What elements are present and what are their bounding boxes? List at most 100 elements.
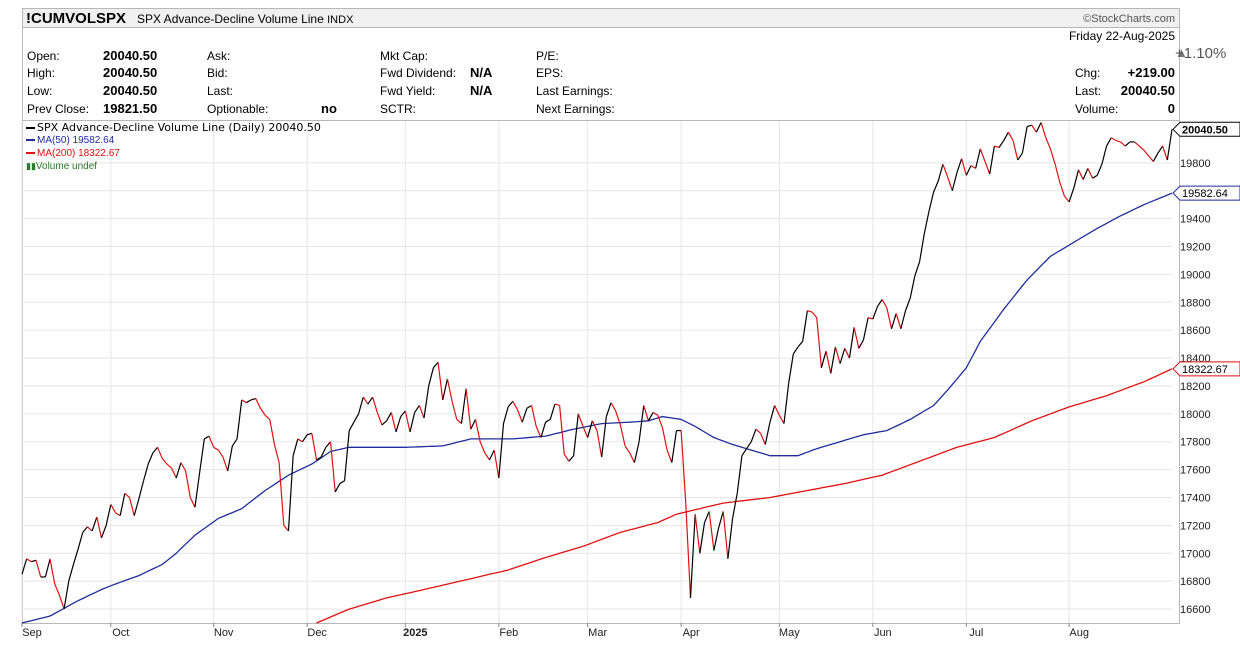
price-segment: [488, 449, 495, 461]
high-label: High:: [27, 66, 56, 80]
price-segment: [175, 462, 182, 479]
price-segment: [306, 432, 313, 436]
price-segment: [222, 456, 229, 472]
chg-value: +219.00: [1127, 65, 1175, 80]
price-segment: [647, 412, 654, 422]
price-segment: [269, 419, 276, 445]
price-segment: [797, 340, 804, 348]
price-segment: [1012, 140, 1019, 161]
y-tick-label: 17800: [1180, 437, 1211, 449]
price-segment: [947, 176, 953, 191]
price-segment: [895, 313, 902, 329]
price-segment: [133, 498, 140, 516]
price-segment: [540, 422, 547, 438]
fwd-yield-label: Fwd Yield:: [380, 84, 436, 98]
price-segment: [867, 317, 873, 320]
x-tick-label: Feb: [499, 627, 518, 639]
price-segment: [204, 435, 210, 440]
price-segment: [619, 424, 626, 447]
price-segment: [839, 348, 846, 364]
chg-label: Chg:: [1075, 66, 1101, 80]
price-segment: [853, 327, 860, 349]
price-segment: [35, 560, 42, 578]
ma50-value-tag-text: 19582.64: [1182, 188, 1228, 200]
price-segment: [157, 447, 163, 459]
high-value: 20040.50: [103, 65, 158, 80]
x-tick-label: Sep: [22, 627, 42, 639]
price-value-tag-box: [1172, 121, 1240, 137]
price-segment: [783, 383, 790, 424]
x-tick-label: 2025: [403, 627, 427, 639]
price-segment: [788, 353, 794, 384]
price-segment: [465, 388, 472, 430]
legend-volume: ▮▮Volume undef: [26, 160, 321, 173]
price-segment: [1101, 145, 1108, 165]
price-segment: [918, 233, 925, 262]
price-segment: [769, 405, 776, 423]
price-segment: [82, 526, 88, 533]
price-segment: [339, 480, 345, 485]
price-segment: [890, 313, 897, 329]
price-segment: [568, 455, 575, 462]
low-value: 20040.50: [103, 83, 158, 98]
price-segment: [297, 438, 303, 443]
ma50-value-tag-box: [1172, 185, 1240, 201]
price-segment: [633, 441, 640, 463]
x-tick-label: May: [779, 627, 800, 639]
legend-ma50-text: MA(50) 19582.64: [37, 135, 115, 146]
title-bar: !CUMVOLSPX SPX Advance-Decline Volume Li…: [22, 8, 1180, 28]
last-earnings-label: Last Earnings:: [536, 84, 613, 98]
price-segment: [652, 411, 659, 416]
price-segment: [171, 467, 177, 479]
legend-main: SPX Advance-Decline Volume Line (Daily) …: [26, 122, 321, 134]
price-segment: [404, 410, 411, 433]
price-segment: [343, 430, 350, 481]
price-segment: [428, 367, 434, 387]
price-segment: [717, 511, 724, 529]
price-segment: [246, 399, 252, 404]
price-segment: [1040, 122, 1047, 138]
up-triangle-icon: ▲: [1175, 45, 1188, 60]
legend-volume-text: Volume undef: [35, 161, 98, 172]
price-segment: [923, 211, 930, 235]
volume-value: 0: [1167, 101, 1175, 116]
price-segment: [68, 564, 75, 582]
price-segment: [638, 405, 645, 442]
y-tick-label: 17200: [1180, 520, 1211, 532]
price-segment: [1049, 148, 1056, 165]
price-segment: [994, 145, 1000, 149]
price-segment: [666, 449, 673, 463]
prev-close-label: Prev Close:: [27, 102, 90, 116]
price-segment: [236, 399, 243, 440]
y-tick-label: 17400: [1180, 493, 1211, 505]
y-tick-label: 18800: [1180, 297, 1211, 309]
price-segment: [124, 492, 130, 498]
price-segment: [409, 412, 416, 433]
price-segment: [615, 410, 621, 426]
price-segment: [250, 397, 256, 401]
price-segment: [213, 446, 219, 451]
price-segment: [128, 497, 135, 516]
price-segment: [423, 385, 430, 419]
price-segment: [264, 414, 271, 420]
pe-label: P/E:: [536, 49, 559, 63]
price-segment: [914, 261, 921, 276]
price-segment: [573, 413, 579, 456]
optionable-label: Optionable:: [207, 102, 269, 116]
price-segment: [563, 453, 570, 462]
price-segment: [1110, 137, 1117, 142]
price-segment: [722, 511, 729, 559]
price-segment: [362, 396, 369, 405]
price-segment: [1138, 145, 1145, 151]
bid-label: Bid:: [207, 66, 228, 80]
price-segment: [1120, 141, 1126, 147]
price-segment: [951, 172, 958, 191]
price-segment: [1096, 163, 1103, 176]
symbol-description: SPX Advance-Decline Volume Line INDX: [137, 12, 353, 26]
ma200-line: [316, 368, 1173, 624]
price-segment: [1021, 126, 1028, 154]
price-segment: [526, 404, 532, 409]
legend-ma200-text: MA(200) 18322.67: [37, 148, 120, 159]
low-label: Low:: [27, 84, 53, 98]
price-segment: [727, 518, 734, 559]
